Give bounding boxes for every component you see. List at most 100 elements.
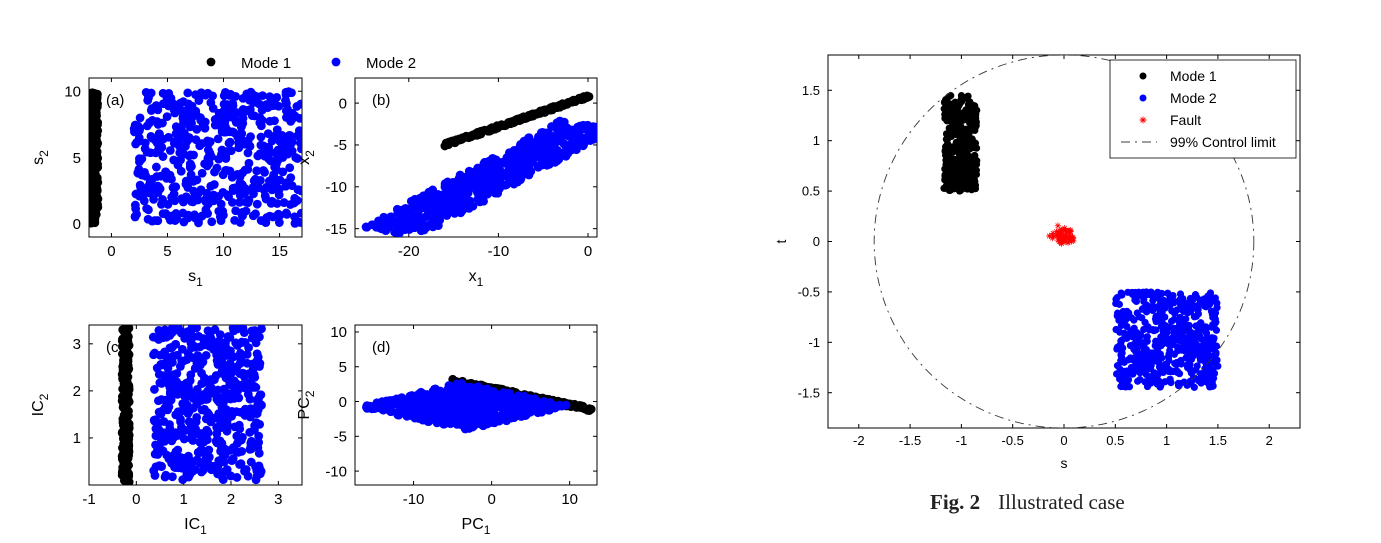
mode2-point (147, 104, 157, 113)
mode2-point (246, 438, 256, 448)
mode2-point (479, 159, 489, 168)
mode2-point (1171, 359, 1179, 368)
mode2-point (204, 445, 214, 455)
mode2-point (1149, 296, 1157, 305)
mode2-point (174, 325, 184, 333)
mode1-point (954, 159, 963, 167)
mode2-point (186, 423, 195, 433)
mode1-point (947, 158, 955, 166)
mode2-point (248, 211, 258, 221)
mode1-point (949, 112, 957, 120)
mode2-point (254, 431, 264, 441)
mode2-point (1130, 329, 1138, 337)
mode2-point (218, 210, 228, 220)
mode2-point (598, 128, 607, 137)
mode2-point (196, 88, 206, 98)
mode2-point (187, 162, 196, 171)
mode1-point (584, 405, 594, 415)
mode2-point (467, 182, 476, 192)
x-tick-label: -10 (488, 243, 510, 260)
mode2-point (1178, 346, 1186, 354)
mode1-point (90, 152, 100, 162)
mode2-point (245, 141, 255, 151)
data-layer (361, 91, 607, 237)
legend-label: 99% Control limit (1170, 134, 1276, 150)
mode2-point (1131, 365, 1139, 373)
mode1-point (119, 373, 128, 383)
legend-marker (1139, 94, 1147, 102)
mode2-point (226, 407, 236, 417)
mode2-point (146, 148, 155, 158)
mode2-point (400, 225, 410, 234)
x-tick-label: 3 (274, 491, 282, 508)
y-tick-label: -0.5 (798, 284, 820, 299)
mode2-point (281, 106, 291, 116)
mode2-point (509, 394, 519, 404)
mode2-point (1208, 334, 1216, 342)
mode2-point (163, 356, 173, 366)
mode2-point (129, 124, 139, 134)
mode2-point (1200, 302, 1209, 310)
mode1-point (942, 167, 951, 175)
mode2-point (206, 98, 216, 108)
mode2-point (214, 108, 224, 118)
mode2-point (1116, 328, 1124, 336)
mode1-point (967, 108, 975, 116)
x-axis-label-subscript: 1 (200, 523, 207, 537)
mode2-point (203, 136, 212, 146)
mode2-point (1196, 347, 1204, 355)
x-tick-label: 2 (1266, 433, 1273, 448)
mode2-point (1149, 349, 1157, 357)
mode2-point (172, 350, 182, 360)
x-axis-label: IC1 (184, 516, 207, 537)
mode1-point (89, 162, 97, 172)
mode2-point (419, 225, 429, 235)
mode2-point (185, 122, 195, 132)
mode2-point (228, 183, 238, 193)
mode2-point (142, 204, 152, 213)
panel-label: (a) (106, 92, 124, 109)
mode2-point (227, 456, 237, 466)
mode1-point (968, 135, 976, 143)
mode2-point (285, 163, 295, 173)
mode2-point (255, 332, 264, 342)
mode2-point (183, 88, 193, 98)
mode2-point (552, 121, 562, 131)
fault-point (1055, 236, 1062, 244)
mode2-point (177, 388, 187, 398)
mode2-point (272, 165, 282, 175)
mode1-point (93, 178, 103, 187)
mode2-point (1113, 345, 1121, 353)
left-legend: Mode 1 Mode 2 (206, 55, 416, 72)
mode2-point (199, 437, 209, 447)
mode1-point (118, 391, 128, 401)
mode2-point (390, 227, 400, 237)
mode2-point (204, 460, 214, 469)
mode2-point (550, 403, 560, 413)
mode1-point (89, 187, 97, 197)
mode2-point (1186, 331, 1194, 339)
mode2-point (229, 352, 239, 362)
mode2-point (221, 338, 230, 348)
mode2-point (171, 209, 181, 218)
legend-label: Mode 1 (1170, 68, 1217, 84)
mode2-point (1156, 365, 1164, 373)
mode1-point (947, 132, 955, 141)
mode2-point (204, 379, 214, 389)
mode2-point (218, 125, 228, 135)
x-tick-label: 2 (227, 491, 235, 508)
mode2-point (1133, 354, 1141, 363)
mode2-point (475, 196, 485, 206)
mode2-point (193, 351, 203, 360)
mode2-point (452, 384, 462, 394)
mode2-point (1113, 362, 1122, 370)
mode2-point (297, 144, 302, 154)
mode2-point (255, 149, 265, 159)
mode2-point (184, 472, 193, 482)
mode1-point (577, 402, 586, 412)
scatter-panel-d: -10 0 10 -10 -5 0 5 10 PC1 PC2 (d) (296, 324, 598, 537)
fault-point (1058, 233, 1065, 240)
mode1-point (959, 109, 967, 117)
mode2-point (513, 177, 522, 187)
mode2-point (179, 453, 189, 463)
